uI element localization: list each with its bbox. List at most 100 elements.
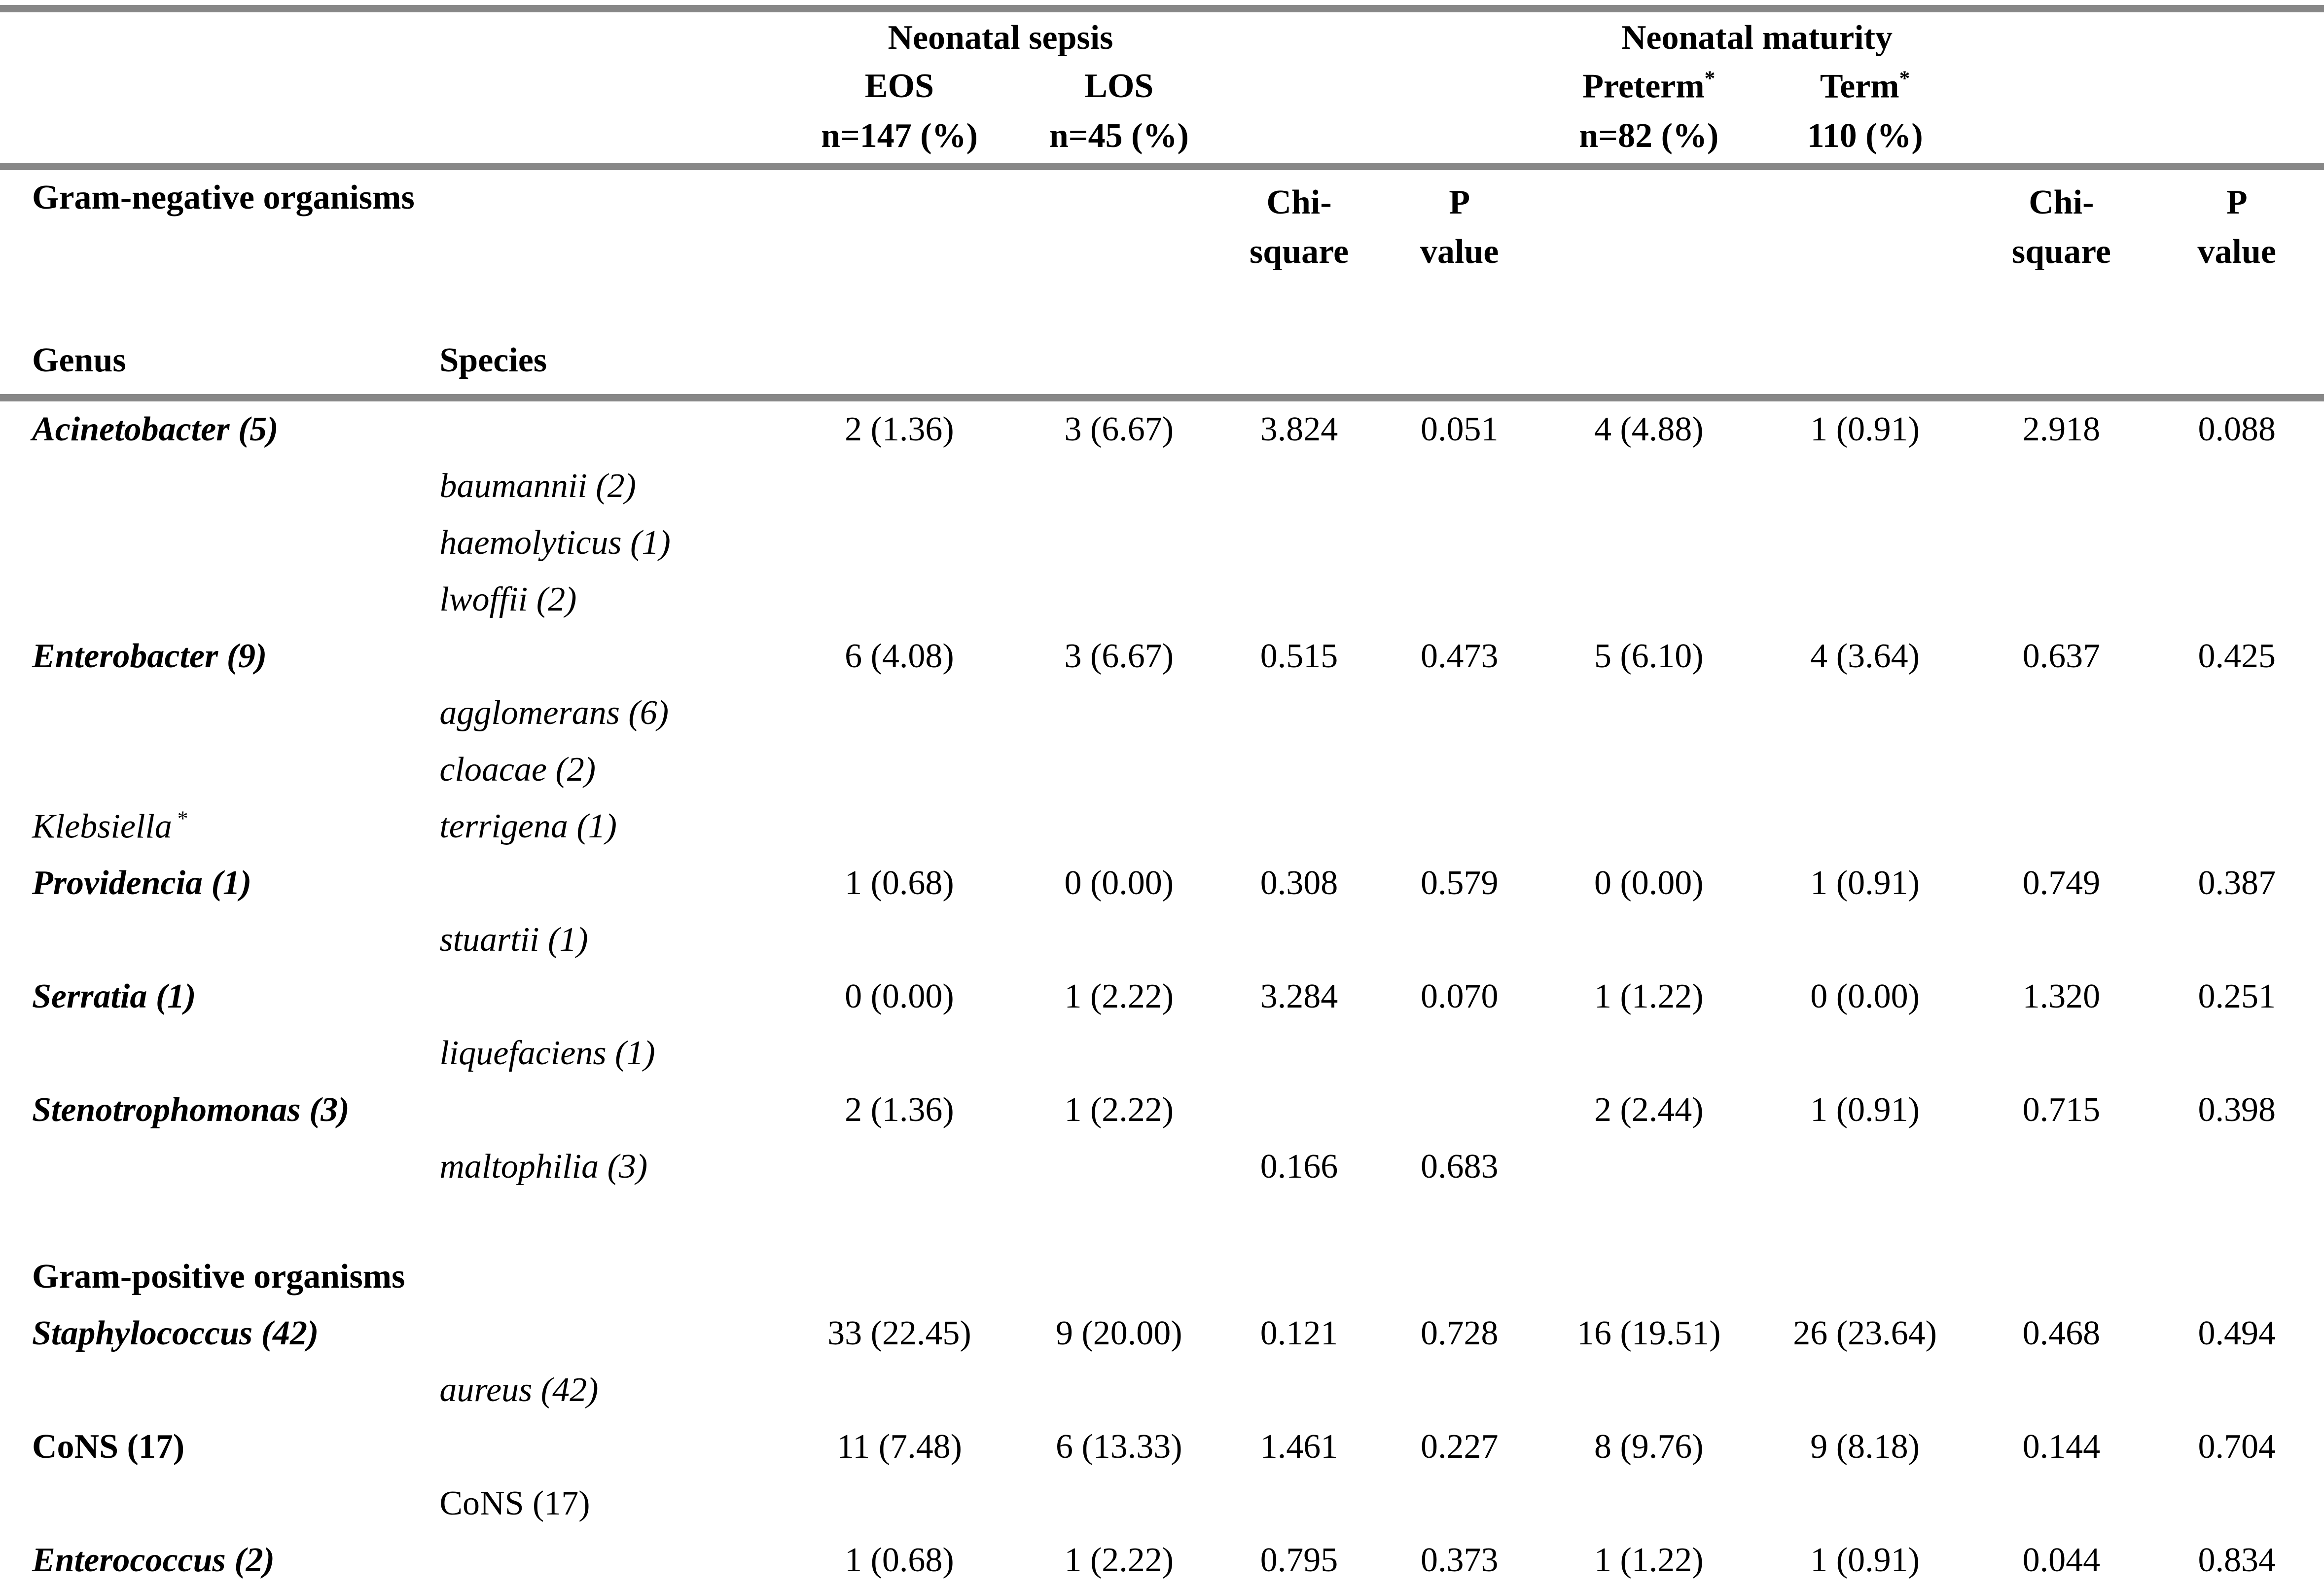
term-cell [1757,912,1973,969]
spacer-cell [0,1195,2324,1249]
species-cell [434,969,781,1025]
term-asterisk: * [1899,66,1910,90]
preterm-n-header: n=82 (%) [1579,117,1719,155]
p-value-maturity-cell [2149,1476,2324,1532]
term-cell: 26 (23.64) [1793,1314,1937,1352]
table-row: baumannii (2) [0,458,2324,515]
chi-square-maturity-cell [1973,1362,2149,1419]
eos-cell [781,458,1018,515]
empty-cell [0,12,781,61]
preterm-asterisk: * [1704,66,1716,90]
species-cell [434,855,781,912]
eos-cell: 2 (1.36) [845,410,954,448]
p-value-maturity-cell: 0.425 [2198,637,2276,675]
los-cell: 3 (6.67) [1064,637,1174,675]
chi-square-sepsis-cell [1220,458,1378,515]
chi-square-maturity-cell: 0.468 [2022,1314,2101,1352]
term-cell [1757,572,1973,628]
gram-negative-section-header: Gram-negative organisms [32,179,415,216]
eos-cell: 11 (7.48) [836,1428,962,1466]
species-cell [434,401,781,458]
n-counts-header-row: n=147 (%) n=45 (%) n=82 (%) 110 (%) [0,109,2324,163]
term-cell: 1 (0.91) [1810,1091,1920,1129]
text-run: aureus (42) [439,1371,599,1409]
preterm-cell: 1 (1.22) [1594,977,1704,1015]
p-value-sepsis-cell: 0.070 [1420,977,1499,1015]
text-run: Gram-positive organisms [32,1258,405,1296]
term-n-header: 110 (%) [1807,117,1923,155]
p-value-sepsis-cell: 0.227 [1420,1428,1499,1466]
los-cell [1018,458,1220,515]
genus-cell [0,685,434,742]
chi-square-sepsis-header: Chi- square [1220,170,1378,292]
p-value-maturity-header: P value [2149,170,2324,292]
empty-cell [1973,12,2324,61]
p-value-maturity-cell [2149,1025,2324,1082]
p-value-sepsis-cell [1378,1025,1541,1082]
chi-square-sepsis-cell: 0.121 [1260,1314,1338,1352]
table-row: Enterococcus (2) 1 (0.68) 1 (2.22) 0.795 0.3… [0,1532,2324,1587]
species-column-header: Species [439,341,547,379]
term-header: Term* [1757,61,1973,109]
text-run: Serratia (1) [32,977,196,1015]
species-cell: aureus (42) [434,1362,781,1419]
empty-cell [781,292,2324,394]
los-cell: 1 (2.22) [1064,977,1174,1015]
eos-cell [781,515,1018,572]
genus-cell: Acinetobacter (5) [0,401,434,458]
section-header-cell: Gram-positive organisms [0,1249,2324,1305]
term-cell [1757,1362,1973,1419]
species-cell: agglomerans (6) [434,685,781,742]
text-run: cloacae (2) [439,751,596,789]
term-cell [1757,1139,1973,1195]
species-cell: maltophilia (3) [434,1139,781,1195]
term-cell: 1 (0.91) [1810,864,1920,902]
p-value-maturity-cell [2149,1139,2324,1195]
p-value-sepsis-cell: 0.051 [1420,410,1499,448]
chi-square-line1: Chi- [2029,183,2094,221]
los-cell [1018,515,1220,572]
term-cell: 1 (0.91) [1810,410,1920,448]
los-cell [1018,685,1220,742]
columns-divider-cell [0,394,2324,401]
p-value-sepsis-cell [1378,515,1541,572]
p-value-maturity-cell [2149,798,2324,855]
spacer-row [0,1195,2324,1249]
chi-square-sepsis-cell: 1.461 [1260,1428,1338,1466]
genus-cell [0,515,434,572]
section-header-row: Gram-positive organisms [0,1249,2324,1305]
genus-cell: Serratia (1) [0,969,434,1025]
empty-cell [1541,170,1973,292]
table-row: maltophilia (3) 0.166 0.683 [0,1139,2324,1195]
genus-column-header: Genus [32,341,126,379]
p-value-sepsis-cell: 0.728 [1420,1314,1499,1352]
chi-square-sepsis-cell [1220,515,1378,572]
chi-square-sepsis-cell: 3.284 [1260,977,1338,1015]
preterm-cell: 8 (9.76) [1594,1428,1704,1466]
term-cell: 4 (3.64) [1810,637,1920,675]
text-run: Enterobacter (9) [32,637,267,675]
p-value-maturity-cell [2149,1362,2324,1419]
table-row: aureus (42) [0,1362,2324,1419]
eos-header: EOS [864,67,934,105]
empty-cell [1973,61,2324,109]
genus-cell: Staphylococcus (42) [0,1305,434,1362]
p-value-maturity-cell [2149,742,2324,798]
chi-square-sepsis-cell: 0.308 [1260,864,1338,902]
chi-square-sepsis-cell [1220,912,1378,969]
chi-square-maturity-cell [1973,742,2149,798]
p-value-sepsis-cell [1378,1476,1541,1532]
preterm-cell: 2 (2.44) [1594,1091,1704,1129]
p-value-sepsis-cell [1378,912,1541,969]
chi-square-sepsis-cell: 0.515 [1260,637,1338,675]
text-run: agglomerans (6) [439,694,669,732]
chi-square-maturity-cell: 0.044 [2022,1541,2101,1579]
empty-cell [781,170,1220,292]
preterm-cell: 1 (1.22) [1594,1541,1704,1579]
preterm-cell [1541,1139,1757,1195]
species-cell [434,628,781,685]
text-run: CoNS (17) [32,1428,185,1466]
p-value-sepsis-cell [1378,572,1541,628]
species-cell [434,1419,781,1476]
text-run: Stenotrophomonas (3) [32,1091,350,1129]
